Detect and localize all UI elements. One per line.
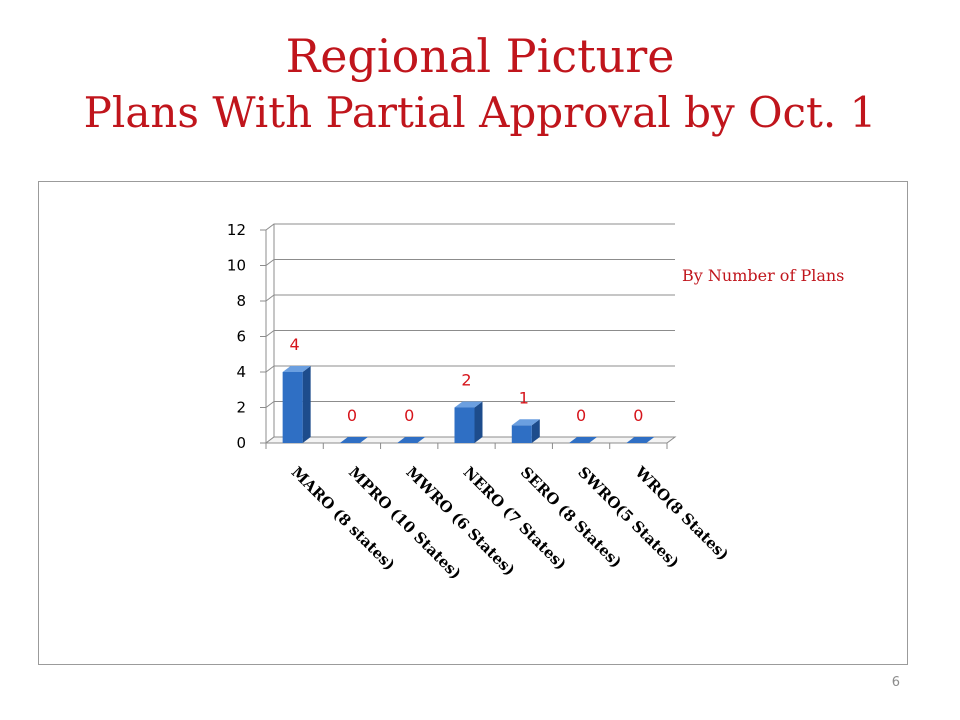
bar bbox=[626, 437, 655, 443]
category-label: SERO (8 States) bbox=[517, 463, 625, 571]
chart-annotation: By Number of Plans bbox=[682, 266, 845, 285]
data-label: 2 bbox=[461, 371, 471, 390]
category-label: MPRO (10 States) bbox=[345, 463, 465, 583]
bar-top bbox=[454, 401, 483, 408]
bar-top bbox=[626, 437, 655, 443]
y-tick-label: 12 bbox=[227, 221, 246, 239]
gridline bbox=[265, 294, 675, 302]
slide-subtitle: Plans With Partial Approval by Oct. 1 bbox=[83, 88, 877, 137]
data-label: 1 bbox=[519, 388, 529, 407]
bar bbox=[339, 437, 368, 443]
y-tick-label: 6 bbox=[236, 328, 246, 346]
bar-front bbox=[511, 425, 532, 443]
category-label: SWRO(5 States) bbox=[574, 463, 683, 572]
gridline bbox=[265, 330, 675, 337]
bar-front bbox=[454, 407, 475, 443]
y-tick-label: 4 bbox=[236, 363, 246, 381]
slide-title: Regional Picture bbox=[285, 29, 675, 83]
data-labels: 4 0 0 2 1 0 0 bbox=[290, 335, 644, 425]
bar-top bbox=[511, 419, 540, 426]
y-tick-label: 10 bbox=[227, 257, 246, 275]
category-label: MARO (8 states) bbox=[288, 463, 399, 574]
y-tick-label: 0 bbox=[236, 434, 246, 452]
data-label: 0 bbox=[347, 406, 357, 425]
category-label: WRO(8 States) bbox=[631, 462, 733, 564]
data-label: 0 bbox=[404, 406, 414, 425]
gridline bbox=[265, 223, 675, 231]
bar bbox=[397, 437, 426, 443]
y-tick-label: 2 bbox=[236, 399, 246, 417]
data-label: 4 bbox=[290, 335, 300, 354]
bar-side bbox=[531, 419, 540, 443]
bar bbox=[282, 366, 311, 443]
y-tick-label: 8 bbox=[236, 292, 246, 310]
bar-top bbox=[282, 366, 311, 372]
bar bbox=[511, 419, 540, 443]
bar bbox=[569, 437, 598, 443]
page-number: 6 bbox=[891, 675, 900, 690]
category-labels: MARO (8 states)MPRO (10 States)MWRO (6 S… bbox=[288, 462, 733, 582]
category-label: NERO (7 States) bbox=[460, 463, 570, 573]
bar-side bbox=[474, 401, 483, 443]
category-label: MWRO (6 States) bbox=[402, 463, 518, 579]
bar-top bbox=[397, 437, 426, 443]
data-label: 0 bbox=[633, 406, 643, 425]
bar-front bbox=[282, 372, 303, 443]
bar-top bbox=[339, 437, 368, 443]
bars bbox=[282, 366, 655, 443]
bar bbox=[454, 401, 483, 443]
data-label: 0 bbox=[576, 406, 586, 425]
bar-side bbox=[302, 366, 311, 443]
bar-top bbox=[569, 437, 598, 443]
gridline bbox=[265, 259, 675, 266]
